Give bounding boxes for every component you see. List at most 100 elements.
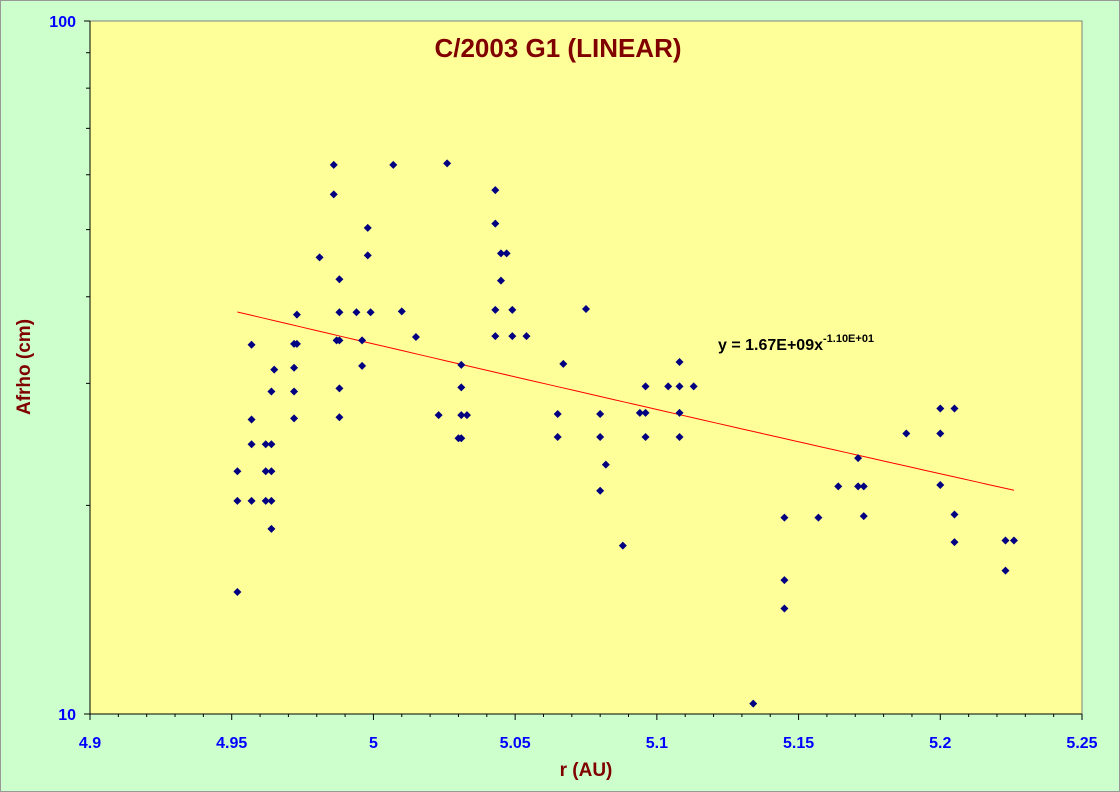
data-point: [363, 251, 372, 260]
x-tick-label: 5.05: [500, 735, 531, 752]
data-point: [780, 604, 789, 613]
data-point: [335, 384, 344, 393]
data-point: [491, 186, 500, 195]
data-point: [292, 310, 301, 319]
data-point: [290, 387, 299, 396]
data-point: [950, 510, 959, 519]
data-point: [290, 363, 299, 372]
x-tick-label: 4.95: [216, 735, 247, 752]
trendline-layer: [237, 311, 1015, 491]
data-point: [553, 409, 562, 418]
data-point: [936, 404, 945, 413]
data-point: [270, 365, 279, 374]
data-point: [675, 358, 684, 367]
data-point: [411, 332, 420, 341]
data-point: [457, 383, 466, 392]
data-point: [457, 411, 466, 420]
x-tick-label: 5.15: [783, 735, 814, 752]
data-point: [582, 305, 590, 314]
data-point: [443, 159, 452, 168]
data-point: [641, 382, 650, 391]
data-point: [601, 460, 610, 469]
data-point: [457, 434, 466, 443]
data-point: [247, 440, 256, 449]
y-axis-title: Afrho (cm): [14, 319, 35, 415]
trendline-equation-main: y = 1.67E+09x: [718, 337, 823, 354]
data-point: [233, 587, 242, 596]
data-point: [434, 411, 443, 420]
data-point: [814, 513, 823, 522]
x-tick-label: 5.25: [1066, 735, 1097, 752]
data-point: [233, 496, 242, 505]
data-point: [508, 305, 517, 314]
data-point: [457, 360, 466, 369]
data-point: [267, 467, 276, 476]
data-point: [491, 332, 500, 341]
data-point: [267, 387, 276, 396]
axes-layer: 4.9 4.95 5 5.05 5.1 5.15 5.2 5.25 10 100: [49, 14, 1097, 752]
data-point: [366, 308, 375, 317]
data-point: [596, 433, 605, 442]
data-point: [635, 408, 644, 417]
data-point: [496, 249, 505, 258]
data-points-layer: [233, 159, 1018, 708]
data-point: [618, 541, 627, 550]
data-point: [596, 486, 605, 495]
plot-area: [89, 20, 1083, 715]
data-point: [1001, 566, 1010, 575]
x-axis-title: r (AU): [560, 760, 613, 781]
data-point: [675, 433, 684, 442]
data-point: [462, 411, 471, 420]
data-point: [854, 454, 863, 463]
x-tick-label: 5.2: [929, 735, 951, 752]
data-point: [329, 190, 338, 199]
data-point: [950, 538, 959, 547]
data-point: [596, 409, 605, 418]
data-point: [261, 467, 270, 476]
y-tick-label: 100: [49, 14, 76, 31]
data-point: [854, 482, 863, 491]
data-point: [1009, 536, 1018, 545]
data-point: [859, 512, 868, 521]
data-point: [641, 433, 650, 442]
data-point: [363, 223, 372, 232]
data-point: [247, 496, 256, 505]
data-point: [290, 414, 299, 423]
data-point: [834, 482, 843, 491]
data-point: [491, 305, 500, 314]
x-tick-label: 5: [369, 735, 378, 752]
data-point: [1001, 536, 1010, 545]
data-point: [267, 440, 276, 449]
data-point: [559, 359, 568, 368]
data-point: [902, 429, 911, 438]
data-point: [335, 308, 344, 317]
x-tick-label: 5.1: [646, 735, 668, 752]
data-point: [358, 361, 367, 370]
trendline-equation: y = 1.67E+09x-1.10E+01: [718, 333, 874, 354]
data-point: [335, 336, 344, 345]
data-point: [247, 340, 256, 349]
data-point: [522, 332, 531, 341]
data-point: [329, 160, 338, 169]
data-point: [267, 524, 276, 533]
data-point: [936, 429, 945, 438]
data-point: [491, 219, 500, 228]
data-point: [389, 160, 398, 169]
data-point: [315, 253, 324, 262]
data-point: [247, 415, 256, 424]
data-point: [261, 496, 270, 505]
data-point: [950, 404, 959, 413]
data-point: [749, 699, 758, 708]
data-point: [502, 249, 511, 258]
data-point: [267, 496, 276, 505]
data-point: [358, 336, 367, 345]
data-point: [936, 481, 945, 490]
data-point: [780, 513, 789, 522]
data-point: [859, 482, 868, 491]
trendline-equation-exponent: -1.10E+01: [823, 333, 874, 345]
data-point: [397, 307, 406, 316]
data-point: [335, 413, 344, 422]
data-point: [641, 408, 650, 417]
data-point: [675, 382, 684, 391]
